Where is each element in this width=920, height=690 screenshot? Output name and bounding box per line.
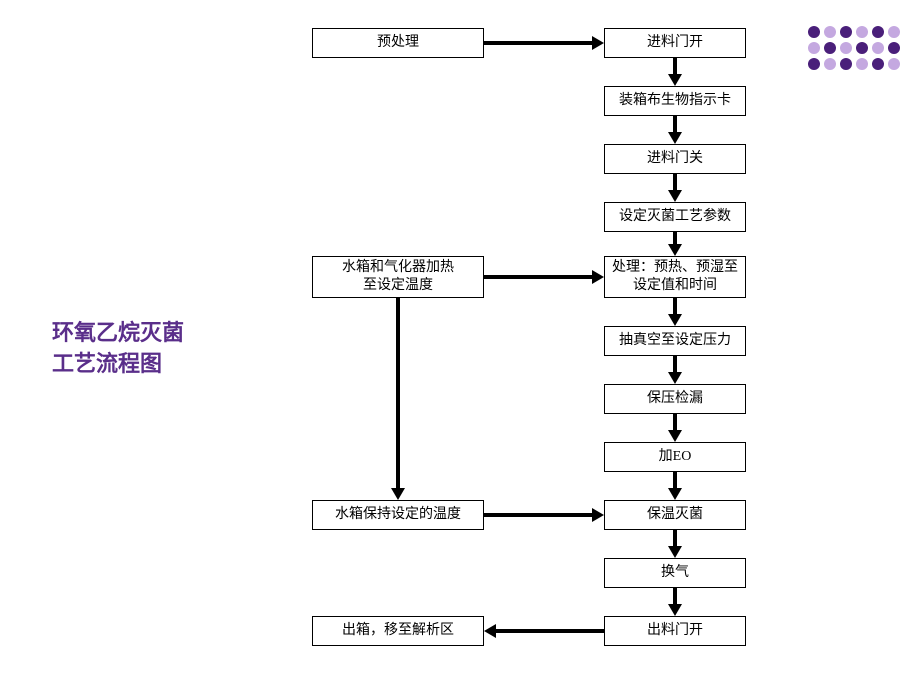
flow-arrow-h [484, 513, 592, 517]
dot [808, 42, 820, 54]
dot [888, 26, 900, 38]
dot [808, 58, 820, 70]
flow-node-aerate: 换气 [604, 558, 746, 588]
flow-arrow-h [484, 41, 592, 45]
flow-arrow-v [673, 530, 677, 546]
flow-node-vacuum: 抽真空至设定压力 [604, 326, 746, 356]
dot [888, 58, 900, 70]
title-line1: 环氧乙烷灭菌 [52, 320, 184, 345]
flow-node-discharge: 出料门开 [604, 616, 746, 646]
dot [856, 58, 868, 70]
flow-node-pretreat: 预处理 [312, 28, 484, 58]
dot [872, 42, 884, 54]
dot [888, 42, 900, 54]
dots-row-1 [808, 26, 900, 38]
dot [856, 42, 868, 54]
diagram-title: 环氧乙烷灭菌 工艺流程图 [52, 318, 184, 380]
flow-arrow-v [673, 298, 677, 314]
dot [840, 42, 852, 54]
flow-arrow-v [673, 58, 677, 74]
flow-node-feed_open: 进料门开 [604, 28, 746, 58]
flow-arrow-h [496, 629, 604, 633]
flow-node-process: 处理：预热、预湿至设定值和时间 [604, 256, 746, 298]
dot [856, 26, 868, 38]
dots-row-3 [808, 58, 900, 70]
flow-node-sterilize: 保温灭菌 [604, 500, 746, 530]
flow-node-load_bio: 装箱布生物指示卡 [604, 86, 746, 116]
flow-node-keep_temp: 水箱保持设定的温度 [312, 500, 484, 530]
dot [824, 26, 836, 38]
flow-arrow-v [673, 174, 677, 190]
flow-node-add_eo: 加EO [604, 442, 746, 472]
flow-node-set_params: 设定灭菌工艺参数 [604, 202, 746, 232]
dot [824, 58, 836, 70]
flow-arrow-v [673, 356, 677, 372]
flow-arrow-v [673, 588, 677, 604]
dot [808, 26, 820, 38]
flow-arrow-v [396, 298, 400, 488]
dot [824, 42, 836, 54]
title-line2: 工艺流程图 [52, 351, 162, 376]
flow-node-leak_check: 保压检漏 [604, 384, 746, 414]
flow-node-feed_close: 进料门关 [604, 144, 746, 174]
dot [872, 58, 884, 70]
flow-arrow-v [673, 232, 677, 244]
flow-arrow-v [673, 116, 677, 132]
flow-arrow-h [484, 275, 592, 279]
flow-node-move_out: 出箱，移至解析区 [312, 616, 484, 646]
flow-arrow-v [673, 472, 677, 488]
dot [840, 26, 852, 38]
flow-arrow-v [673, 414, 677, 430]
dot [872, 26, 884, 38]
flow-node-heat_tank: 水箱和气化器加热至设定温度 [312, 256, 484, 298]
dots-row-2 [808, 42, 900, 54]
dot [840, 58, 852, 70]
decorative-dots [808, 26, 900, 74]
